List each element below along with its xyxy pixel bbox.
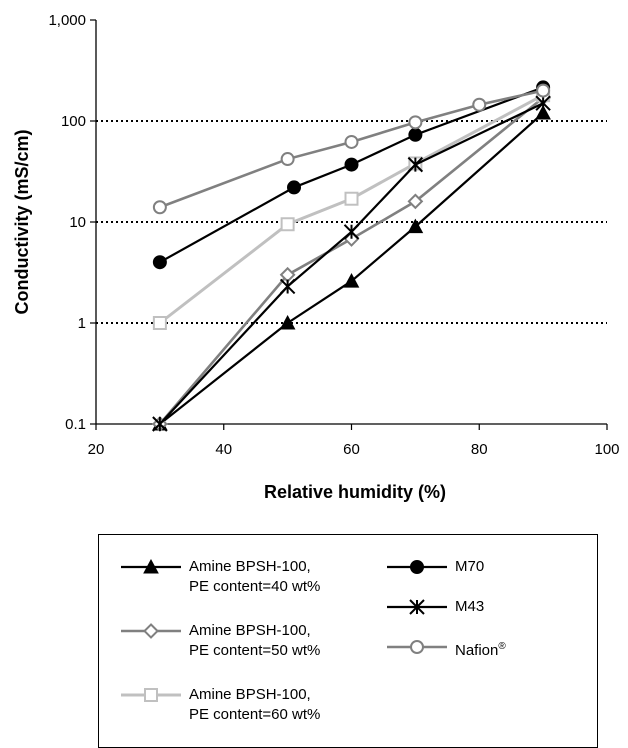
x-tick-label-3: 80 xyxy=(471,441,488,458)
legend-swatch-pe40 xyxy=(121,558,181,574)
series-5-point-5 xyxy=(536,83,551,98)
tick-labels: 0.1 1 10 100 1,000 20 40 60 80 100 xyxy=(48,12,619,458)
series-4-point-3 xyxy=(407,156,424,173)
legend-item-pe40: Amine BPSH-100, PE content=40 wt% xyxy=(119,557,320,597)
series-5-point-1 xyxy=(280,152,295,167)
series-group xyxy=(151,80,552,432)
legend-label-m43: M43 xyxy=(455,598,485,615)
legend-swatch-nafion xyxy=(387,640,447,654)
series-3-point-0 xyxy=(152,255,167,270)
series-0-point-4 xyxy=(535,104,551,120)
gridlines xyxy=(96,120,607,324)
y-tick-label-0: 0.1 xyxy=(65,416,86,433)
series-4-point-0 xyxy=(152,416,168,432)
x-tick-label-4: 100 xyxy=(594,441,619,458)
legend-swatch-m70 xyxy=(387,560,447,574)
series-5-point-3 xyxy=(408,115,423,130)
series-4 xyxy=(152,95,551,432)
series-3-point-2 xyxy=(344,157,359,172)
y-tick-label-2: 10 xyxy=(69,214,86,231)
x-axis-title: Relative humidity (%) xyxy=(264,482,446,502)
series-4-point-4 xyxy=(535,95,551,111)
series-1-point-3 xyxy=(407,193,424,210)
legend-label-m70: M70 xyxy=(455,558,485,575)
chart: 0.1 1 10 100 1,000 20 40 60 80 100 Relative humid… xyxy=(12,12,620,502)
series-5 xyxy=(152,83,551,215)
x-tick-label-0: 20 xyxy=(88,441,105,458)
legend-swatch-pe60 xyxy=(121,688,181,702)
series-line-5 xyxy=(159,89,544,209)
series-line-4 xyxy=(159,102,544,425)
axes xyxy=(90,19,608,430)
series-5-point-0 xyxy=(152,200,167,215)
y-tick-label-4: 1,000 xyxy=(48,12,86,29)
series-2-point-2 xyxy=(344,191,359,206)
series-line-2 xyxy=(158,93,544,325)
x-tick-label-2: 60 xyxy=(343,441,360,458)
series-4-point-1 xyxy=(279,278,296,295)
legend-item-pe60: Amine BPSH-100, PE content=60 wt% xyxy=(119,685,320,725)
legend-swatch-m43 xyxy=(387,599,447,615)
legend-swatch-marker xyxy=(409,599,425,615)
y-axis-title: Conductivity (mS/cm) xyxy=(12,129,32,314)
legend-label-nafion: Nafion® xyxy=(455,637,506,661)
series-0-point-1 xyxy=(279,314,296,330)
legend-swatch-marker xyxy=(410,640,424,654)
series-5-point-2 xyxy=(344,134,359,149)
legend-label-pe40-line2: PE content=40 wt% xyxy=(189,578,321,595)
series-3-point-1 xyxy=(287,180,302,195)
y-tick-label-3: 100 xyxy=(61,113,86,130)
legend-swatch-marker xyxy=(143,623,159,639)
legend-label-nafion-text: Nafion xyxy=(455,642,499,659)
legend-swatch-pe50 xyxy=(121,623,181,639)
series-0-point-3 xyxy=(407,218,424,234)
legend-label-nafion-sup: ® xyxy=(498,641,506,652)
legend-item-m70: M70 xyxy=(385,557,484,577)
legend-label-pe50-line2: PE content=50 wt% xyxy=(189,642,321,659)
series-0-point-2 xyxy=(343,273,360,288)
series-3-point-3 xyxy=(408,127,423,142)
legend-item-nafion: Nafion® xyxy=(385,637,506,661)
series-2-point-1 xyxy=(280,217,295,232)
legend-item-m43: M43 xyxy=(385,597,484,617)
legend-swatch-marker xyxy=(144,688,158,702)
series-4-point-2 xyxy=(343,224,360,240)
series-2-point-0 xyxy=(152,316,167,330)
legend: Amine BPSH-100, PE content=40 wt% Amine … xyxy=(98,534,598,748)
legend-item-pe50: Amine BPSH-100, PE content=50 wt% xyxy=(119,621,320,661)
series-2 xyxy=(152,88,551,330)
legend-swatch-marker xyxy=(143,558,159,574)
legend-label-pe40-line1: Amine BPSH-100, xyxy=(189,558,311,575)
legend-label-pe60-line1: Amine BPSH-100, xyxy=(189,686,311,703)
y-tick-label-1: 1 xyxy=(78,315,86,332)
series-0 xyxy=(152,104,551,431)
legend-label-pe60-line2: PE content=60 wt% xyxy=(189,706,321,723)
legend-swatch-marker xyxy=(410,560,424,574)
legend-label-pe50-line1: Amine BPSH-100, xyxy=(189,622,311,639)
series-5-point-4 xyxy=(472,97,487,112)
x-tick-label-1: 40 xyxy=(215,441,232,458)
